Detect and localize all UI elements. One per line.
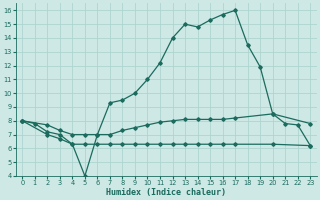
X-axis label: Humidex (Indice chaleur): Humidex (Indice chaleur) [106,188,226,197]
